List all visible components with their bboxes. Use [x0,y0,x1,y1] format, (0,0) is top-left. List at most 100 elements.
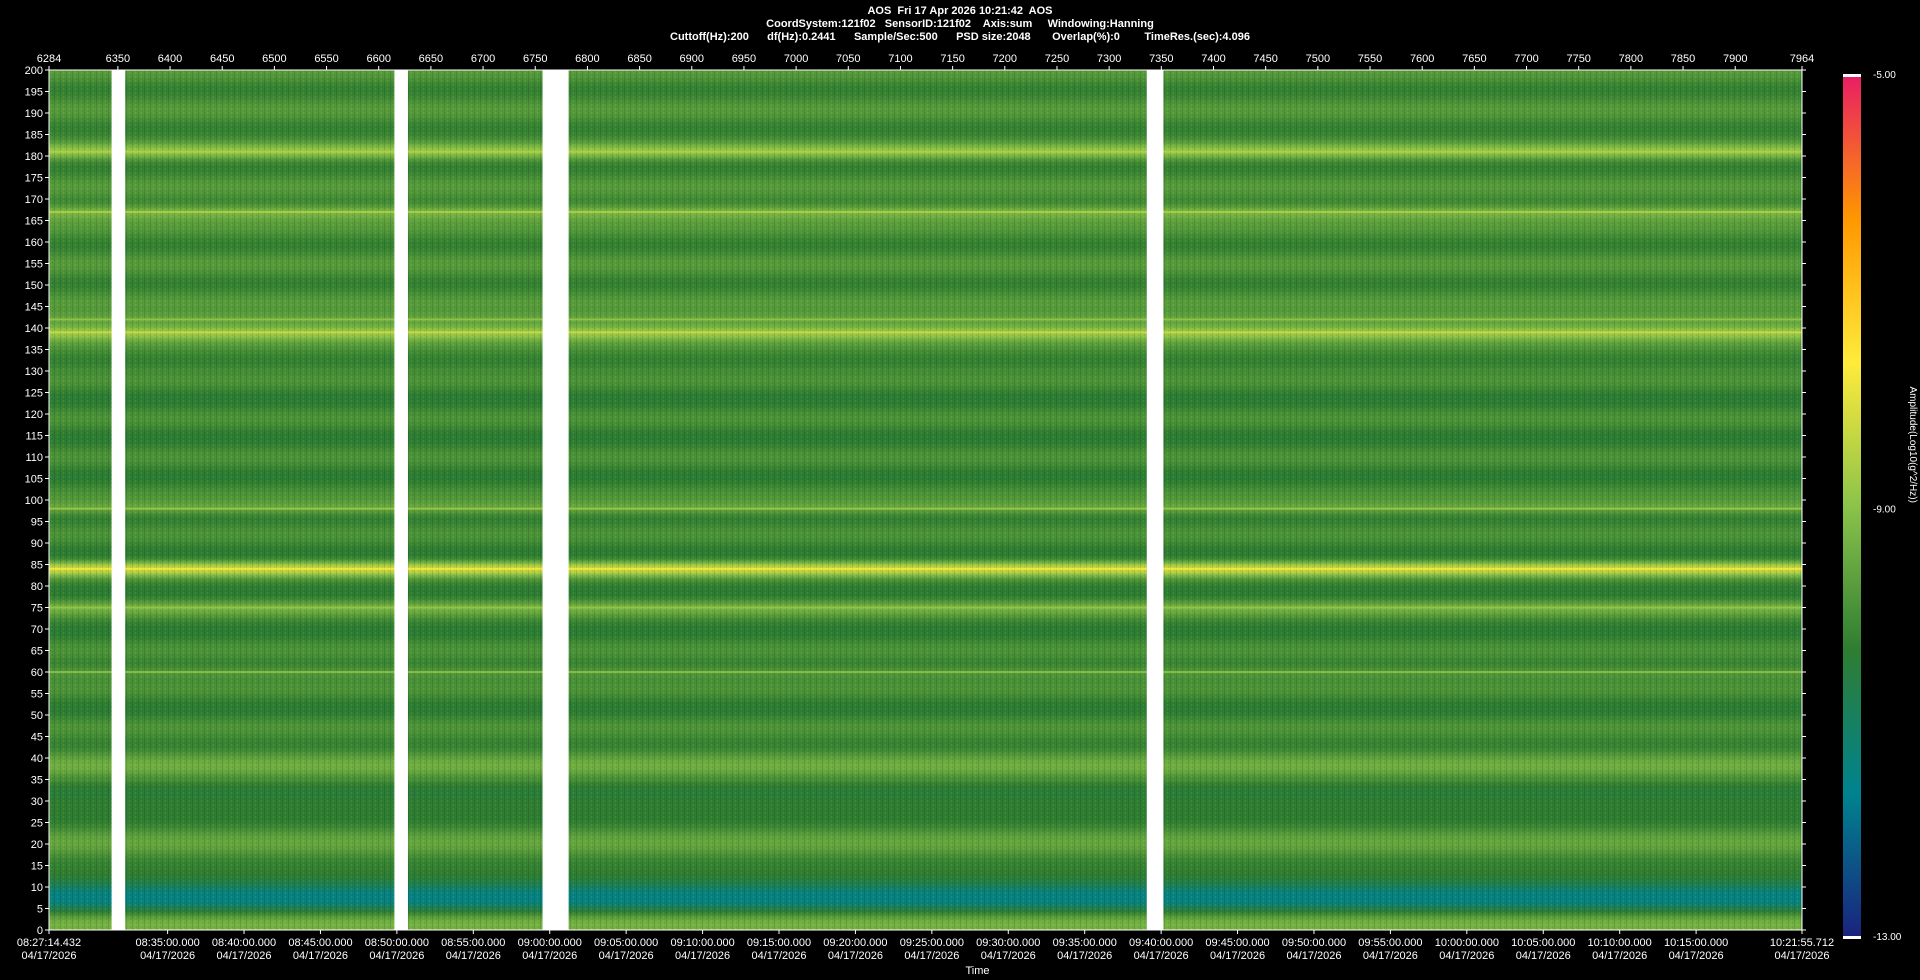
index-tick-label: 7300 [1097,53,1121,65]
y-tick-label: 125 [25,388,43,400]
date-tick-label: 04/17/2026 [1363,950,1418,962]
colorbar-bottom-marker [1843,936,1861,939]
date-tick-label: 04/17/2026 [21,950,76,962]
index-tick-label: 7200 [993,53,1017,65]
y-tick-label: 115 [25,431,43,443]
date-tick-label: 04/17/2026 [293,950,348,962]
date-tick-label: 04/17/2026 [1516,950,1571,962]
date-tick-label: 04/17/2026 [1774,950,1829,962]
y-tick-label: 30 [31,796,43,808]
x-axis-title: Time [965,965,989,977]
time-tick-label: 09:25:00.000 [900,937,964,949]
time-tick-label: 10:05:00.000 [1511,937,1575,949]
data-gap [542,70,569,930]
date-tick-label: 04/17/2026 [1669,950,1724,962]
time-tick-label: 09:15:00.000 [747,937,811,949]
date-tick-label: 04/17/2026 [216,950,271,962]
spectral-line [49,606,1802,609]
y-tick-label: 130 [25,366,43,378]
time-tick-label: 10:21:55.712 [1770,937,1834,949]
index-tick-label: 6950 [732,53,756,65]
index-tick-label: 7150 [940,53,964,65]
y-tick-label: 75 [31,603,43,615]
date-tick-label: 04/17/2026 [599,950,654,962]
time-tick-label: 09:55:00.000 [1358,937,1422,949]
index-tick-label: 6450 [210,53,234,65]
index-tick-label: 6850 [627,53,651,65]
y-tick-label: 70 [31,624,43,636]
y-tick-label: 45 [31,732,43,744]
index-tick-label: 6500 [262,53,286,65]
date-tick-label: 04/17/2026 [1286,950,1341,962]
y-tick-label: 175 [25,173,43,185]
time-tick-label: 08:27:14.432 [17,937,81,949]
y-tick-label: 140 [25,323,43,335]
index-tick-label: 7900 [1723,53,1747,65]
y-tick-label: 170 [25,194,43,206]
index-tick-label: 7964 [1790,53,1814,65]
y-tick-label: 5 [37,904,43,916]
colorbar-tick-label: -5.00 [1873,70,1896,81]
y-tick-label: 190 [25,108,43,120]
data-gap [394,70,408,930]
time-tick-label: 09:50:00.000 [1282,937,1346,949]
time-tick-label: 09:30:00.000 [976,937,1040,949]
spectral-line [49,671,1802,673]
spectral-line [49,150,1802,153]
index-tick-label: 6700 [471,53,495,65]
time-tick-label: 10:00:00.000 [1435,937,1499,949]
y-tick-label: 195 [25,87,43,99]
time-tick-label: 08:55:00.000 [441,937,505,949]
colorbar-title: Amplitude(Log10(g^2/Hz)) [1907,387,1918,503]
date-tick-label: 04/17/2026 [1439,950,1494,962]
date-tick-label: 04/17/2026 [140,950,195,962]
y-tick-label: 40 [31,753,43,765]
index-tick-label: 6650 [419,53,443,65]
y-tick-label: 165 [25,216,43,228]
y-tick-label: 55 [31,689,43,701]
time-tick-label: 10:15:00.000 [1664,937,1728,949]
date-tick-label: 04/17/2026 [751,950,806,962]
index-tick-label: 6750 [523,53,547,65]
y-tick-label: 135 [25,345,43,357]
y-tick-label: 65 [31,646,43,658]
y-tick-label: 50 [31,710,43,722]
y-tick-label: 105 [25,474,43,486]
index-tick-label: 7050 [836,53,860,65]
processing-params-line: Cuttoff(Hz):200 df(Hz):0.2441 Sample/Sec… [670,31,1250,43]
index-tick-label: 6550 [314,53,338,65]
index-tick-label: 6400 [158,53,182,65]
index-tick-label: 7700 [1514,53,1538,65]
y-tick-label: 85 [31,560,43,572]
date-tick-label: 04/17/2026 [1134,950,1189,962]
y-tick-label: 150 [25,280,43,292]
data-gap [111,70,126,930]
time-tick-label: 08:45:00.000 [288,937,352,949]
y-tick-label: 160 [25,237,43,249]
y-tick-label: 15 [31,861,43,873]
chart-title: AOS Fri 17 Apr 2026 10:21:42 AOS [867,5,1053,17]
y-tick-label: 35 [31,775,43,787]
sensor-info-line: CoordSystem:121f02 SensorID:121f02 Axis:… [766,18,1154,30]
date-tick-label: 04/17/2026 [904,950,959,962]
index-tick-label: 6350 [106,53,130,65]
index-tick-label: 7600 [1410,53,1434,65]
time-tick-label: 09:10:00.000 [670,937,734,949]
y-tick-label: 0 [37,925,43,937]
time-tick-label: 08:40:00.000 [212,937,276,949]
index-tick-label: 7800 [1619,53,1643,65]
index-tick-label: 7450 [1253,53,1277,65]
date-tick-label: 04/17/2026 [1057,950,1112,962]
colorbar-tick-label: -13.00 [1873,932,1902,943]
spectral-line [49,567,1802,570]
spectral-line [49,331,1802,334]
index-tick-label: 7750 [1566,53,1590,65]
time-tick-label: 09:45:00.000 [1205,937,1269,949]
index-tick-label: 7550 [1358,53,1382,65]
y-tick-label: 10 [31,882,43,894]
time-tick-label: 09:35:00.000 [1053,937,1117,949]
index-tick-label: 7350 [1149,53,1173,65]
data-gap [1146,70,1164,930]
index-tick-label: 6600 [366,53,390,65]
